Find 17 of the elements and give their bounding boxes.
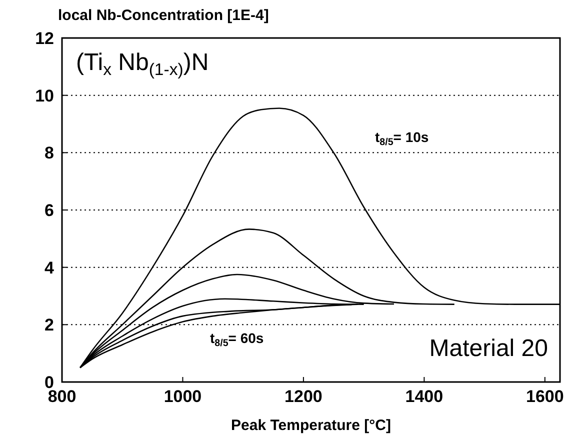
x-tick-label: 1600 <box>526 387 564 406</box>
y-tick-label: 2 <box>44 316 54 335</box>
y-tick-label: 12 <box>35 29 54 48</box>
x-tick-label: 1200 <box>284 387 322 406</box>
annotation: t$_{8/5}$= 10s <box>375 129 429 148</box>
x-tick-label: 1400 <box>405 387 444 406</box>
x-tick-label: 1000 <box>164 387 202 406</box>
y-tick-label: 6 <box>44 201 54 220</box>
x-axis-title: Peak Temperature [°C] <box>231 417 391 434</box>
y-tick-label: 4 <box>44 258 55 278</box>
annotation: (Ti$_{x}$ Nb$_{(1-x)}$)N <box>76 49 209 80</box>
annotation: Material 20 <box>429 335 548 362</box>
y-axis-title: local Nb-Concentration [1E-4] <box>58 7 269 24</box>
x-tick-label: 800 <box>48 387 76 406</box>
y-tick-label: 8 <box>44 144 54 163</box>
y-tick-label: 10 <box>35 86 54 106</box>
annotation: t$_{8/5}$= 60s <box>210 330 264 349</box>
